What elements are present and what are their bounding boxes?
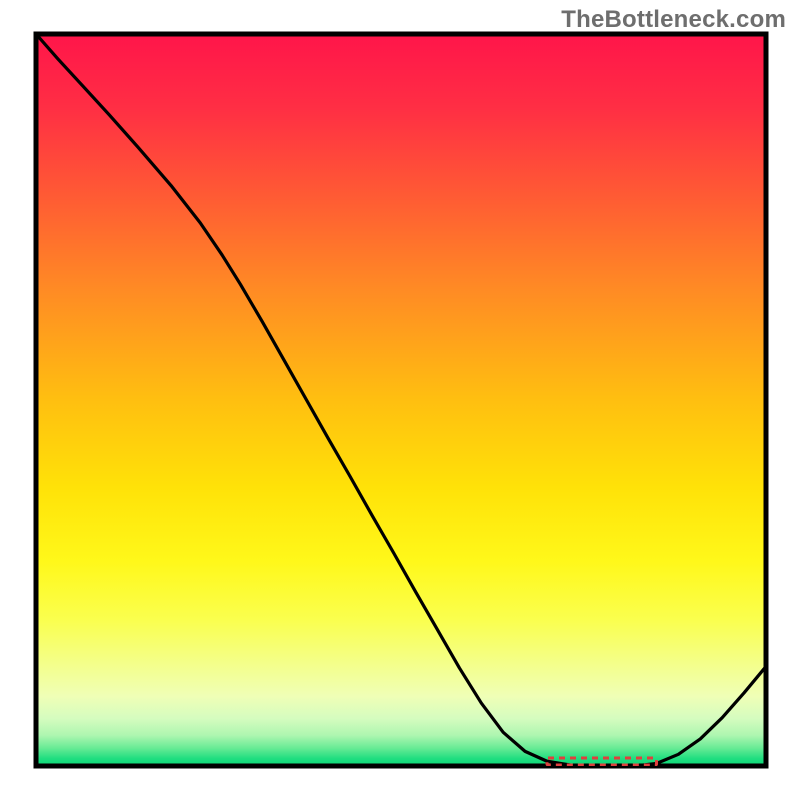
- gradient-background: [36, 34, 766, 766]
- chart-container: TheBottleneck.com: [0, 0, 800, 800]
- plot-area: [36, 34, 766, 766]
- bottleneck-gradient-chart: [0, 0, 800, 800]
